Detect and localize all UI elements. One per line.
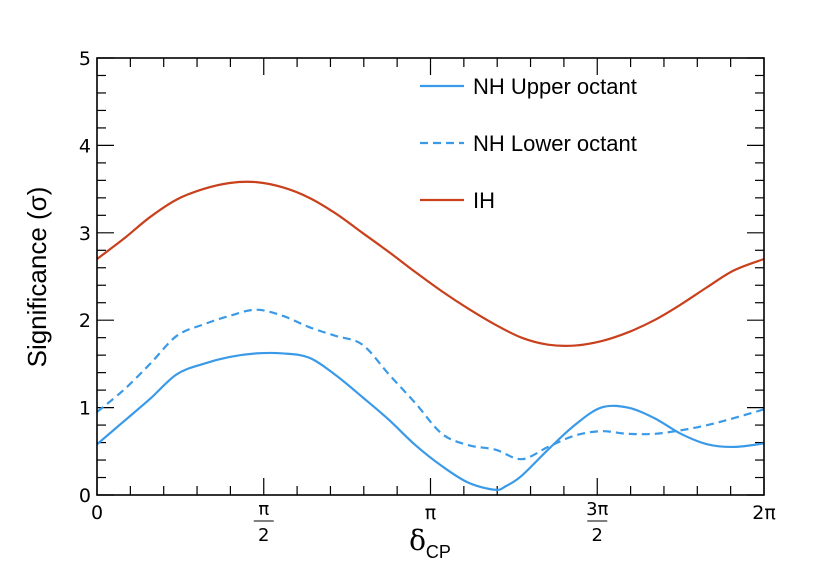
legend: NH Upper octant NH Lower octant IH <box>420 74 637 213</box>
y-tick-label: 4 <box>79 135 91 157</box>
y-tick-label: 3 <box>79 223 91 245</box>
x-tick-label-numerator: π <box>258 499 269 520</box>
y-tick-label: 1 <box>79 398 91 420</box>
legend-label-ih: IH <box>473 188 495 213</box>
x-tick-label: 0 <box>91 502 103 524</box>
x-tick-label: 2π <box>752 502 776 524</box>
x-tick-label-denominator: 2 <box>258 525 269 546</box>
legend-label-nh-upper-octant: NH Upper octant <box>473 74 637 99</box>
x-axis-label: δCP <box>409 524 451 562</box>
x-axis-label-main: δ <box>409 524 426 557</box>
plot-frame <box>96 57 765 496</box>
series-layer <box>96 180 765 491</box>
series-line-ih <box>96 180 765 347</box>
y-axis-label: Significance (σ) <box>22 187 52 368</box>
series-line-nh-upper-octant <box>96 351 765 491</box>
legend-label-nh-lower-octant: NH Lower octant <box>473 131 637 156</box>
y-tick-label: 5 <box>79 48 91 70</box>
x-tick-label-numerator: 3π <box>586 499 608 520</box>
x-tick-label-denominator: 2 <box>592 525 603 546</box>
ticks-layer <box>96 57 765 496</box>
y-tick-label: 2 <box>79 310 91 332</box>
series-line-nh-lower-octant <box>96 308 765 461</box>
x-axis-label-subscript: CP <box>426 542 451 562</box>
y-tick-label: 0 <box>79 485 91 507</box>
x-tick-label: π <box>425 502 436 524</box>
